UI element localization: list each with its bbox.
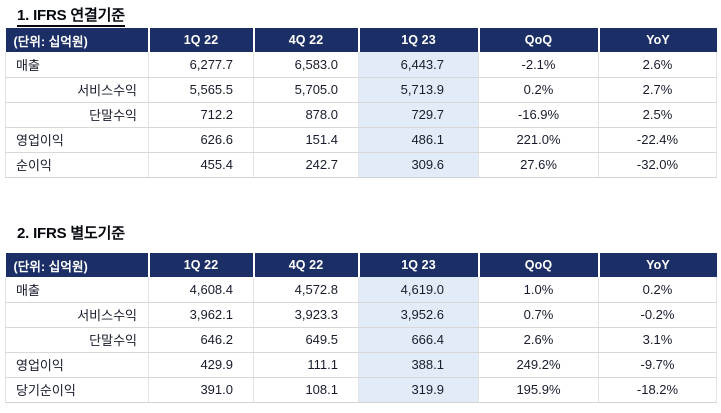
cell-1q22: 646.2 bbox=[148, 327, 254, 353]
section-title-separate: 2. IFRS 별도기준 bbox=[17, 222, 125, 243]
cell-yoy: 2.5% bbox=[598, 102, 717, 128]
row-label: 매출 bbox=[5, 277, 149, 303]
cell-1q22: 429.9 bbox=[148, 352, 254, 378]
table-row-operating-profit: 영업이익 626.6 151.4 486.1 221.0% -22.4% bbox=[5, 127, 717, 153]
row-label: 순이익 bbox=[5, 152, 149, 178]
column-header-qoq: QoQ bbox=[478, 253, 600, 277]
column-header-4q22: 4Q 22 bbox=[253, 253, 360, 277]
cell-1q23: 3,952.6 bbox=[358, 302, 479, 328]
cell-yoy: -18.2% bbox=[598, 377, 717, 403]
cell-yoy: 2.7% bbox=[598, 77, 717, 103]
cell-yoy: -0.2% bbox=[598, 302, 717, 328]
row-label: 영업이익 bbox=[5, 352, 149, 378]
header-row: (단위: 십억원) 1Q 22 4Q 22 1Q 23 QoQ YoY bbox=[5, 28, 717, 52]
column-header-1q22: 1Q 22 bbox=[148, 28, 255, 52]
table-row-service-revenue: 서비스수익 3,962.1 3,923.3 3,952.6 0.7% -0.2% bbox=[5, 302, 717, 328]
column-header-qoq: QoQ bbox=[478, 28, 600, 52]
cell-1q22: 4,608.4 bbox=[148, 277, 254, 303]
row-label: 단말수익 bbox=[5, 102, 149, 128]
separate-results-table: (단위: 십억원) 1Q 22 4Q 22 1Q 23 QoQ YoY 매출 4… bbox=[5, 253, 717, 403]
cell-qoq: 0.7% bbox=[478, 302, 599, 328]
cell-qoq: 27.6% bbox=[478, 152, 599, 178]
unit-label: (단위: 십억원) bbox=[5, 253, 150, 277]
cell-1q22: 626.6 bbox=[148, 127, 254, 153]
cell-qoq: -16.9% bbox=[478, 102, 599, 128]
cell-1q23: 4,619.0 bbox=[358, 277, 479, 303]
row-label: 단말수익 bbox=[5, 327, 149, 353]
cell-qoq: -2.1% bbox=[478, 52, 599, 78]
column-header-1q22: 1Q 22 bbox=[148, 253, 255, 277]
table-row-device-revenue: 단말수익 712.2 878.0 729.7 -16.9% 2.5% bbox=[5, 102, 717, 128]
cell-1q22: 3,962.1 bbox=[148, 302, 254, 328]
cell-1q22: 712.2 bbox=[148, 102, 254, 128]
cell-yoy: -22.4% bbox=[598, 127, 717, 153]
cell-4q22: 878.0 bbox=[253, 102, 359, 128]
cell-yoy: -32.0% bbox=[598, 152, 717, 178]
cell-4q22: 649.5 bbox=[253, 327, 359, 353]
cell-4q22: 151.4 bbox=[253, 127, 359, 153]
cell-4q22: 6,583.0 bbox=[253, 52, 359, 78]
table-row-net-profit: 순이익 455.4 242.7 309.6 27.6% -32.0% bbox=[5, 152, 717, 178]
column-header-yoy: YoY bbox=[598, 253, 717, 277]
cell-yoy: 0.2% bbox=[598, 277, 717, 303]
cell-1q23: 729.7 bbox=[358, 102, 479, 128]
cell-yoy: 3.1% bbox=[598, 327, 717, 353]
cell-1q22: 6,277.7 bbox=[148, 52, 254, 78]
section-title-text: 2. IFRS 별도기준 bbox=[17, 225, 125, 242]
column-header-4q22: 4Q 22 bbox=[253, 28, 360, 52]
column-header-1q23: 1Q 23 bbox=[358, 253, 480, 277]
cell-yoy: 2.6% bbox=[598, 52, 717, 78]
unit-label: (단위: 십억원) bbox=[5, 28, 150, 52]
cell-qoq: 195.9% bbox=[478, 377, 599, 403]
cell-1q23: 309.6 bbox=[358, 152, 479, 178]
cell-qoq: 1.0% bbox=[478, 277, 599, 303]
cell-1q22: 455.4 bbox=[148, 152, 254, 178]
table-row-revenue: 매출 4,608.4 4,572.8 4,619.0 1.0% 0.2% bbox=[5, 277, 717, 303]
row-label: 매출 bbox=[5, 52, 149, 78]
cell-1q22: 391.0 bbox=[148, 377, 254, 403]
section-title-consolidated: 1. IFRS 연결기준 bbox=[17, 4, 125, 27]
cell-qoq: 221.0% bbox=[478, 127, 599, 153]
cell-1q23: 486.1 bbox=[358, 127, 479, 153]
row-label: 서비스수익 bbox=[5, 77, 149, 103]
table-row-operating-profit: 영업이익 429.9 111.1 388.1 249.2% -9.7% bbox=[5, 352, 717, 378]
cell-1q23: 6,443.7 bbox=[358, 52, 479, 78]
cell-qoq: 249.2% bbox=[478, 352, 599, 378]
cell-qoq: 0.2% bbox=[478, 77, 599, 103]
cell-4q22: 111.1 bbox=[253, 352, 359, 378]
table-row-net-profit: 당기순이익 391.0 108.1 319.9 195.9% -18.2% bbox=[5, 377, 717, 403]
cell-4q22: 4,572.8 bbox=[253, 277, 359, 303]
cell-4q22: 108.1 bbox=[253, 377, 359, 403]
table-row-service-revenue: 서비스수익 5,565.5 5,705.0 5,713.9 0.2% 2.7% bbox=[5, 77, 717, 103]
consolidated-results-table: (단위: 십억원) 1Q 22 4Q 22 1Q 23 QoQ YoY 매출 6… bbox=[5, 28, 717, 178]
column-header-yoy: YoY bbox=[598, 28, 717, 52]
header-row: (단위: 십억원) 1Q 22 4Q 22 1Q 23 QoQ YoY bbox=[5, 253, 717, 277]
cell-1q23: 319.9 bbox=[358, 377, 479, 403]
table-row-revenue: 매출 6,277.7 6,583.0 6,443.7 -2.1% 2.6% bbox=[5, 52, 717, 78]
cell-4q22: 242.7 bbox=[253, 152, 359, 178]
cell-1q23: 666.4 bbox=[358, 327, 479, 353]
cell-4q22: 3,923.3 bbox=[253, 302, 359, 328]
cell-1q23: 5,713.9 bbox=[358, 77, 479, 103]
table-row-device-revenue: 단말수익 646.2 649.5 666.4 2.6% 3.1% bbox=[5, 327, 717, 353]
cell-1q22: 5,565.5 bbox=[148, 77, 254, 103]
cell-4q22: 5,705.0 bbox=[253, 77, 359, 103]
cell-qoq: 2.6% bbox=[478, 327, 599, 353]
section-title-text: 1. IFRS 연결기준 bbox=[17, 7, 125, 27]
row-label: 서비스수익 bbox=[5, 302, 149, 328]
row-label: 영업이익 bbox=[5, 127, 149, 153]
cell-1q23: 388.1 bbox=[358, 352, 479, 378]
cell-yoy: -9.7% bbox=[598, 352, 717, 378]
row-label: 당기순이익 bbox=[5, 377, 149, 403]
column-header-1q23: 1Q 23 bbox=[358, 28, 480, 52]
